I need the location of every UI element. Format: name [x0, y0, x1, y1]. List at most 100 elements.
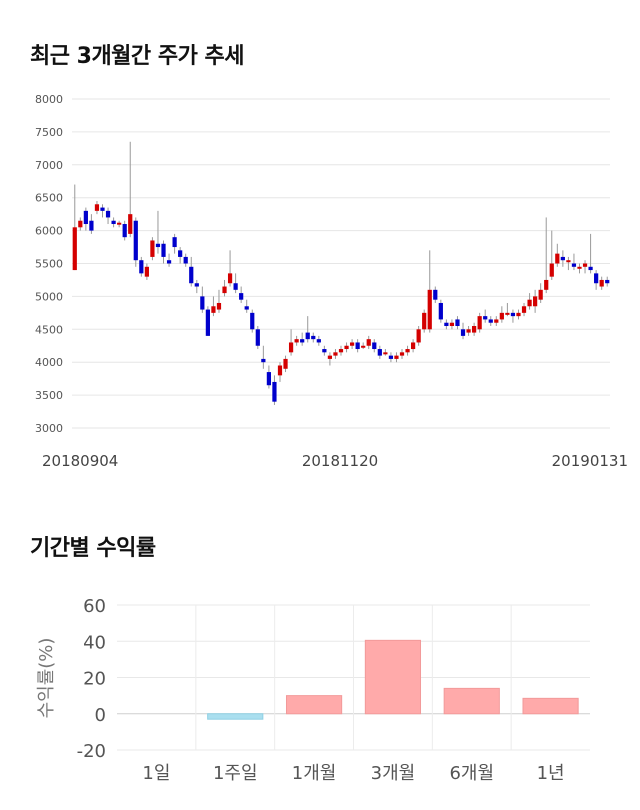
- y-tick-label: 4500: [35, 323, 63, 336]
- x-category-label: 1개월: [292, 763, 337, 784]
- candle-body: [416, 329, 421, 343]
- candle-body: [105, 210, 111, 218]
- candle-body: [283, 358, 288, 369]
- candle-body: [521, 306, 527, 313]
- candle-body: [311, 335, 316, 340]
- candle-body: [200, 296, 205, 310]
- candle-body: [349, 342, 355, 346]
- candle-body: [455, 319, 460, 327]
- candle-body: [250, 312, 255, 330]
- y-tick-label: 4000: [35, 356, 63, 369]
- candle-body: [533, 296, 538, 307]
- candle-body: [72, 227, 77, 271]
- y-tick-label: 7500: [35, 126, 63, 139]
- candle-body: [460, 329, 466, 336]
- y-tick-label: 40: [83, 632, 106, 653]
- candle-body: [244, 306, 249, 310]
- candle-body: [205, 309, 210, 336]
- candle-body: [272, 381, 277, 402]
- candle-body: [394, 355, 399, 359]
- x-date-label: 20180904: [42, 452, 118, 470]
- candle-body: [366, 339, 371, 346]
- candle-body: [89, 220, 94, 231]
- return-bar: [522, 697, 579, 715]
- candle-body: [300, 339, 305, 343]
- candle-body: [316, 339, 321, 343]
- candle-body: [155, 243, 161, 248]
- candle-body: [466, 329, 471, 333]
- candle-body: [277, 365, 283, 376]
- candle-body: [577, 266, 582, 269]
- x-category-label: 3개월: [371, 763, 416, 784]
- y-tick-label: 5500: [35, 258, 63, 271]
- candle-body: [216, 302, 222, 310]
- candle-body: [449, 322, 455, 327]
- candle-body: [189, 266, 194, 284]
- period-return-title: 기간별 수익률: [30, 536, 156, 561]
- y-tick-label: 6000: [35, 225, 63, 238]
- candle-body: [594, 273, 599, 284]
- y-tick-label: -20: [77, 741, 106, 762]
- candle-body: [94, 204, 100, 211]
- candle-body: [139, 260, 144, 274]
- candle-body: [211, 306, 216, 313]
- candle-body: [261, 358, 266, 363]
- y-tick-label: 8000: [35, 93, 63, 106]
- candle-body: [599, 279, 604, 287]
- candle-body: [538, 289, 543, 300]
- candle-body: [322, 349, 327, 353]
- candle-body: [333, 352, 338, 356]
- candle-body: [571, 263, 577, 267]
- return-bar: [364, 639, 422, 715]
- candle-body: [605, 279, 610, 284]
- candle-body: [255, 329, 260, 346]
- y-tick-label: 20: [83, 669, 106, 690]
- candle-body: [544, 279, 549, 290]
- candle-body: [355, 342, 360, 350]
- candle-body: [183, 256, 188, 264]
- x-category-label: 1일: [142, 763, 170, 784]
- candle-body: [582, 263, 588, 267]
- candle-body: [472, 326, 477, 333]
- x-date-label: 20190131: [552, 452, 628, 470]
- y-tick-label: 5000: [35, 290, 63, 303]
- candle-body: [361, 345, 366, 348]
- candle-body: [427, 289, 432, 330]
- candle-body: [516, 312, 521, 317]
- price-trend-title: 최근 3개월간 주가 추세: [30, 44, 244, 69]
- y-tick-label: 6500: [35, 192, 63, 205]
- candle-body: [477, 316, 482, 330]
- y-tick-label: 3000: [35, 422, 63, 435]
- candle-body: [555, 253, 560, 264]
- candle-body: [122, 224, 127, 238]
- candle-body: [383, 352, 388, 355]
- candle-body: [483, 316, 488, 320]
- y-tick-label: 7000: [35, 159, 63, 172]
- y-tick-label: 60: [83, 596, 106, 617]
- candle-body: [588, 266, 593, 271]
- candle-body: [266, 372, 272, 386]
- candle-body: [560, 256, 565, 261]
- x-category-label: 1주일: [213, 763, 258, 784]
- candle-body: [128, 214, 133, 234]
- candle-body: [133, 220, 138, 261]
- candle-body: [422, 312, 427, 330]
- candle-body: [178, 250, 183, 257]
- candle-body: [327, 355, 333, 359]
- candle-body: [222, 286, 227, 294]
- candle-body: [194, 283, 199, 287]
- x-category-label: 1년: [537, 763, 565, 784]
- x-date-label: 20181120: [302, 452, 378, 470]
- candle-body: [405, 349, 410, 353]
- candle-body: [161, 243, 166, 257]
- candle-body: [78, 220, 83, 228]
- candle-body: [444, 322, 449, 327]
- candle-body: [305, 332, 310, 340]
- candle-body: [388, 355, 394, 359]
- candle-body: [111, 220, 116, 225]
- candle-body: [377, 349, 382, 356]
- candle-body: [510, 312, 516, 317]
- candle-body: [566, 260, 571, 263]
- candle-body: [338, 349, 344, 353]
